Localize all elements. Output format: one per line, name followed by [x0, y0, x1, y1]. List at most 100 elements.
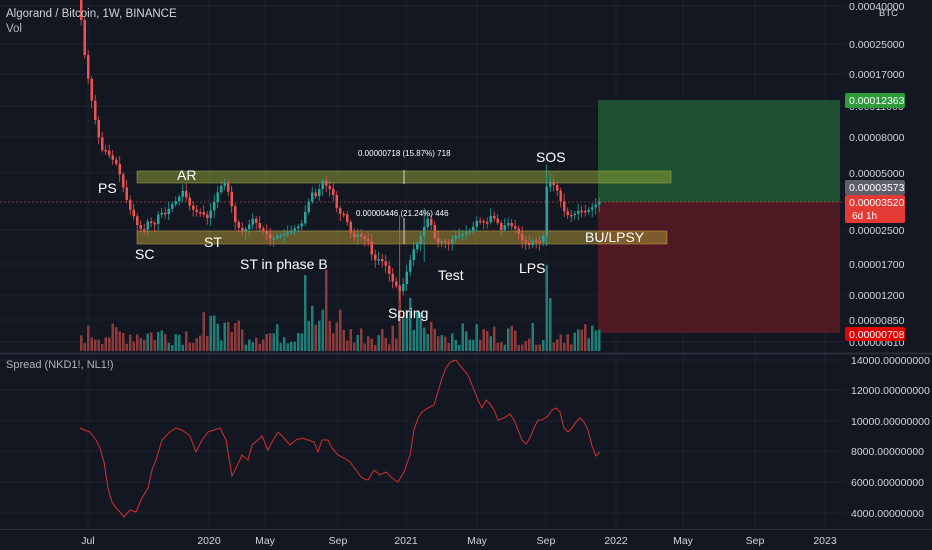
volume-bar: [563, 342, 566, 351]
volume-bar: [143, 339, 146, 351]
volume-bar: [321, 309, 324, 351]
candle-body: [458, 235, 461, 237]
volume-bar: [398, 285, 401, 351]
label-sos: SOS: [536, 149, 566, 165]
candle-body: [461, 234, 464, 236]
candle-body: [283, 234, 286, 236]
label-spring: Spring: [388, 305, 428, 321]
candle-body: [381, 259, 384, 262]
time-axis[interactable]: Jul 2020 May Sep 2021 May Sep 2022 May Sep 2023: [81, 535, 837, 547]
volume-bar: [545, 265, 548, 351]
volume-bar: [500, 342, 503, 351]
volume-bar: [419, 312, 422, 351]
candle-body: [150, 221, 153, 223]
candle-body: [125, 187, 128, 200]
volume-bar: [549, 298, 552, 351]
price-tick: 0.00040000: [849, 1, 905, 13]
time-tick: 2020: [197, 535, 221, 547]
candle-body: [573, 213, 576, 216]
candle-body: [167, 208, 170, 214]
candle-body: [444, 241, 447, 243]
candle-body: [80, 0, 83, 20]
candle-body: [363, 236, 366, 239]
volume-bar: [489, 336, 492, 351]
volume-bar: [328, 320, 331, 351]
volume-bar: [188, 342, 191, 351]
candle-body: [566, 211, 569, 215]
candle-body: [538, 241, 541, 243]
volume-bar: [535, 344, 538, 351]
volume-bar: [363, 343, 366, 351]
volume-bar: [248, 339, 251, 351]
symbol-title[interactable]: Algorand / Bitcoin, 1W, BINANCE: [6, 8, 177, 20]
volume-bar: [227, 322, 230, 351]
candle-body: [531, 240, 534, 245]
spread-tick: 6000.00000000: [851, 477, 924, 489]
volume-bar: [230, 332, 233, 351]
time-tick: Sep: [329, 535, 348, 547]
loss-zone[interactable]: [598, 202, 840, 333]
volume-bar: [153, 340, 156, 351]
candle-body: [563, 201, 566, 212]
volume-bar: [304, 275, 307, 351]
candle-body: [342, 213, 345, 216]
volume-bar: [185, 331, 188, 351]
target-price-badge: [845, 93, 905, 108]
candle-body: [181, 190, 184, 197]
candle-body: [244, 229, 247, 232]
candle-body: [314, 192, 317, 197]
candle-body: [416, 243, 419, 250]
chart-legend[interactable]: Algorand / Bitcoin, 1W, BINANCE Vol: [6, 7, 177, 37]
volume-bar: [335, 322, 338, 351]
volume-bar: [209, 315, 212, 351]
volume-bar: [423, 327, 426, 351]
volume-bar: [377, 335, 380, 351]
candle-body: [552, 181, 555, 185]
candle-body: [353, 233, 356, 237]
time-tick: Sep: [746, 535, 765, 547]
volume-bar: [454, 339, 457, 351]
volume-bar: [503, 344, 506, 351]
candle-body: [297, 226, 300, 229]
volume-bar: [479, 339, 482, 351]
time-tick: May: [467, 535, 488, 547]
candle-body: [223, 182, 226, 186]
spread-scale[interactable]: 14000.00000000 12000.00000000 10000.000000…: [851, 355, 930, 520]
candle-body: [213, 202, 216, 211]
label-bu-lpsy: BU/LPSY: [585, 229, 645, 245]
volume-indicator-label[interactable]: Vol: [6, 23, 22, 35]
candle-body: [437, 238, 440, 243]
volume-bar: [514, 330, 517, 351]
volume-bar: [517, 344, 520, 351]
candle-body: [115, 159, 118, 164]
candle-body: [598, 202, 601, 205]
volume-bar: [251, 342, 254, 351]
volume-bar: [433, 328, 436, 351]
candle-body: [377, 259, 380, 261]
time-tick: May: [255, 535, 276, 547]
label-sc: SC: [135, 246, 154, 262]
candle-body: [332, 188, 335, 195]
candle-body: [528, 242, 531, 245]
volume-bar: [300, 333, 303, 351]
target-price-text: 0.00012363: [849, 95, 905, 107]
volume-bar: [591, 325, 594, 351]
volume-bar: [346, 340, 349, 351]
candle-body: [83, 20, 86, 55]
spread-indicator-label[interactable]: Spread (NKD1!, NL1!): [6, 359, 114, 371]
candle-body: [206, 214, 209, 218]
candle-body: [160, 212, 163, 215]
candle-body: [153, 223, 156, 225]
candle-body: [447, 242, 450, 244]
candle-body: [174, 201, 177, 205]
volume-bar: [237, 320, 240, 351]
volume-bar: [279, 343, 282, 351]
candle-body: [454, 235, 457, 239]
candle-body: [132, 209, 135, 217]
profit-zone[interactable]: [598, 100, 840, 202]
volume-bar: [108, 337, 111, 351]
candle-body: [482, 221, 485, 223]
volume-bar: [276, 324, 279, 351]
label-test: Test: [438, 267, 464, 283]
